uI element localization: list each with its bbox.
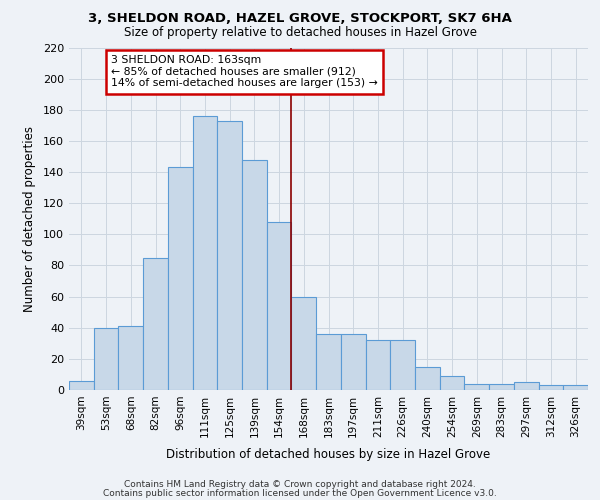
Bar (118, 326, 143, 390)
Bar (415, 366, 440, 390)
Bar (563, 386, 588, 390)
Bar (514, 382, 539, 390)
Y-axis label: Number of detached properties: Number of detached properties (23, 126, 36, 312)
Text: 3, SHELDON ROAD, HAZEL GROVE, STOCKPORT, SK7 6HA: 3, SHELDON ROAD, HAZEL GROVE, STOCKPORT,… (88, 12, 512, 24)
Text: 3 SHELDON ROAD: 163sqm
← 85% of detached houses are smaller (912)
14% of semi-de: 3 SHELDON ROAD: 163sqm ← 85% of detached… (111, 56, 378, 88)
Bar (292, 296, 316, 390)
Bar (316, 334, 341, 390)
Text: Contains HM Land Registry data © Crown copyright and database right 2024.: Contains HM Land Registry data © Crown c… (124, 480, 476, 489)
Bar (341, 334, 365, 390)
Bar (365, 340, 390, 390)
Bar (489, 384, 514, 390)
Bar (464, 384, 489, 390)
X-axis label: Distribution of detached houses by size in Hazel Grove: Distribution of detached houses by size … (166, 448, 491, 461)
Bar (390, 340, 415, 390)
Bar (94, 328, 118, 390)
Bar (242, 160, 267, 390)
Bar (217, 120, 242, 390)
Bar (168, 168, 193, 390)
Bar (539, 386, 563, 390)
Bar (69, 380, 94, 390)
Bar (143, 258, 168, 390)
Text: Size of property relative to detached houses in Hazel Grove: Size of property relative to detached ho… (124, 26, 476, 39)
Bar (440, 376, 464, 390)
Bar (267, 222, 292, 390)
Bar (193, 116, 217, 390)
Text: Contains public sector information licensed under the Open Government Licence v3: Contains public sector information licen… (103, 489, 497, 498)
